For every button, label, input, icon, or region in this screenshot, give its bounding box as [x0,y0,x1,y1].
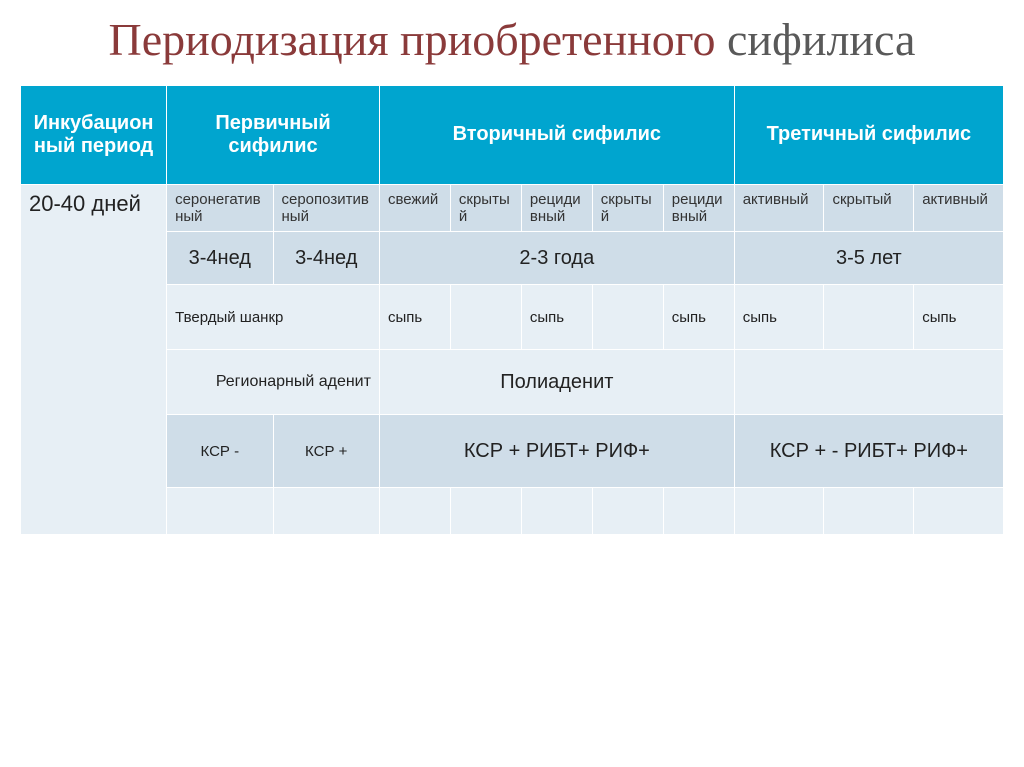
secondary-subtype-1: скрытый [450,184,521,232]
empty-cell [273,488,379,535]
durations-row: 3-4нед 3-4нед 2-3 года 3-5 лет [21,232,1004,285]
tertiary-subtype-2: активный [914,184,1004,232]
tertiary-adenitis [734,350,1003,415]
empty-cell [450,488,521,535]
empty-cell [663,488,734,535]
title-accent: Периодизация приобретенного [109,14,716,65]
tertiary-subtype-1: скрытый [824,184,914,232]
primary-subtype-0: серонегативный [167,184,273,232]
empty-cell [379,488,450,535]
tertiary-duration: 3-5 лет [734,232,1003,285]
secondary-sign-0: сыпь [379,285,450,350]
empty-row [21,488,1004,535]
secondary-subtype-0: свежий [379,184,450,232]
primary-subtype-1: серопозитивный [273,184,379,232]
primary-duration-1: 3-4нед [273,232,379,285]
secondary-subtype-3: скрытый [592,184,663,232]
empty-cell [167,488,273,535]
header-primary: Первичный сифилис [167,85,380,184]
secondary-ksr: КСР + РИБТ+ РИФ+ [379,415,734,488]
tertiary-sign-1 [824,285,914,350]
header-secondary: Вторичный сифилис [379,85,734,184]
secondary-duration: 2-3 года [379,232,734,285]
secondary-subtype-2: рецидивный [521,184,592,232]
secondary-sign-4: сыпь [663,285,734,350]
slide-title: Периодизация приобретенного сифилиса [20,14,1004,67]
ksr-row: КСР - КСР + КСР + РИБТ+ РИФ+ КСР + - РИБ… [21,415,1004,488]
secondary-sign-3 [592,285,663,350]
secondary-adenitis: Полиаденит [379,350,734,415]
empty-cell [734,488,824,535]
header-row: Инкубационный период Первичный сифилис В… [21,85,1004,184]
slide: Периодизация приобретенного сифилиса Инк… [0,0,1024,767]
secondary-subtype-4: рецидивный [663,184,734,232]
signs-row: Твердый шанкр сыпь сыпь сыпь сыпь сыпь [21,285,1004,350]
subtypes-row: 20-40 дней серонегативный серопозитивный… [21,184,1004,232]
title-plain: сифилиса [727,14,915,65]
tertiary-sign-2: сыпь [914,285,1004,350]
primary-ksr-1: КСР + [273,415,379,488]
periods-table: Инкубационный период Первичный сифилис В… [20,85,1004,536]
header-tertiary: Третичный сифилис [734,85,1003,184]
empty-cell [914,488,1004,535]
primary-ksr-0: КСР - [167,415,273,488]
tertiary-sign-0: сыпь [734,285,824,350]
primary-adenitis: Регионарный аденит [167,350,380,415]
secondary-sign-1 [450,285,521,350]
secondary-sign-2: сыпь [521,285,592,350]
empty-cell [824,488,914,535]
incubation-days: 20-40 дней [21,184,167,535]
tertiary-subtype-0: активный [734,184,824,232]
primary-sign: Твердый шанкр [167,285,380,350]
empty-cell [521,488,592,535]
tertiary-ksr: КСР + - РИБТ+ РИФ+ [734,415,1003,488]
adenitis-row: Регионарный аденит Полиаденит [21,350,1004,415]
header-incubation: Инкубационный период [21,85,167,184]
primary-duration-0: 3-4нед [167,232,273,285]
empty-cell [592,488,663,535]
